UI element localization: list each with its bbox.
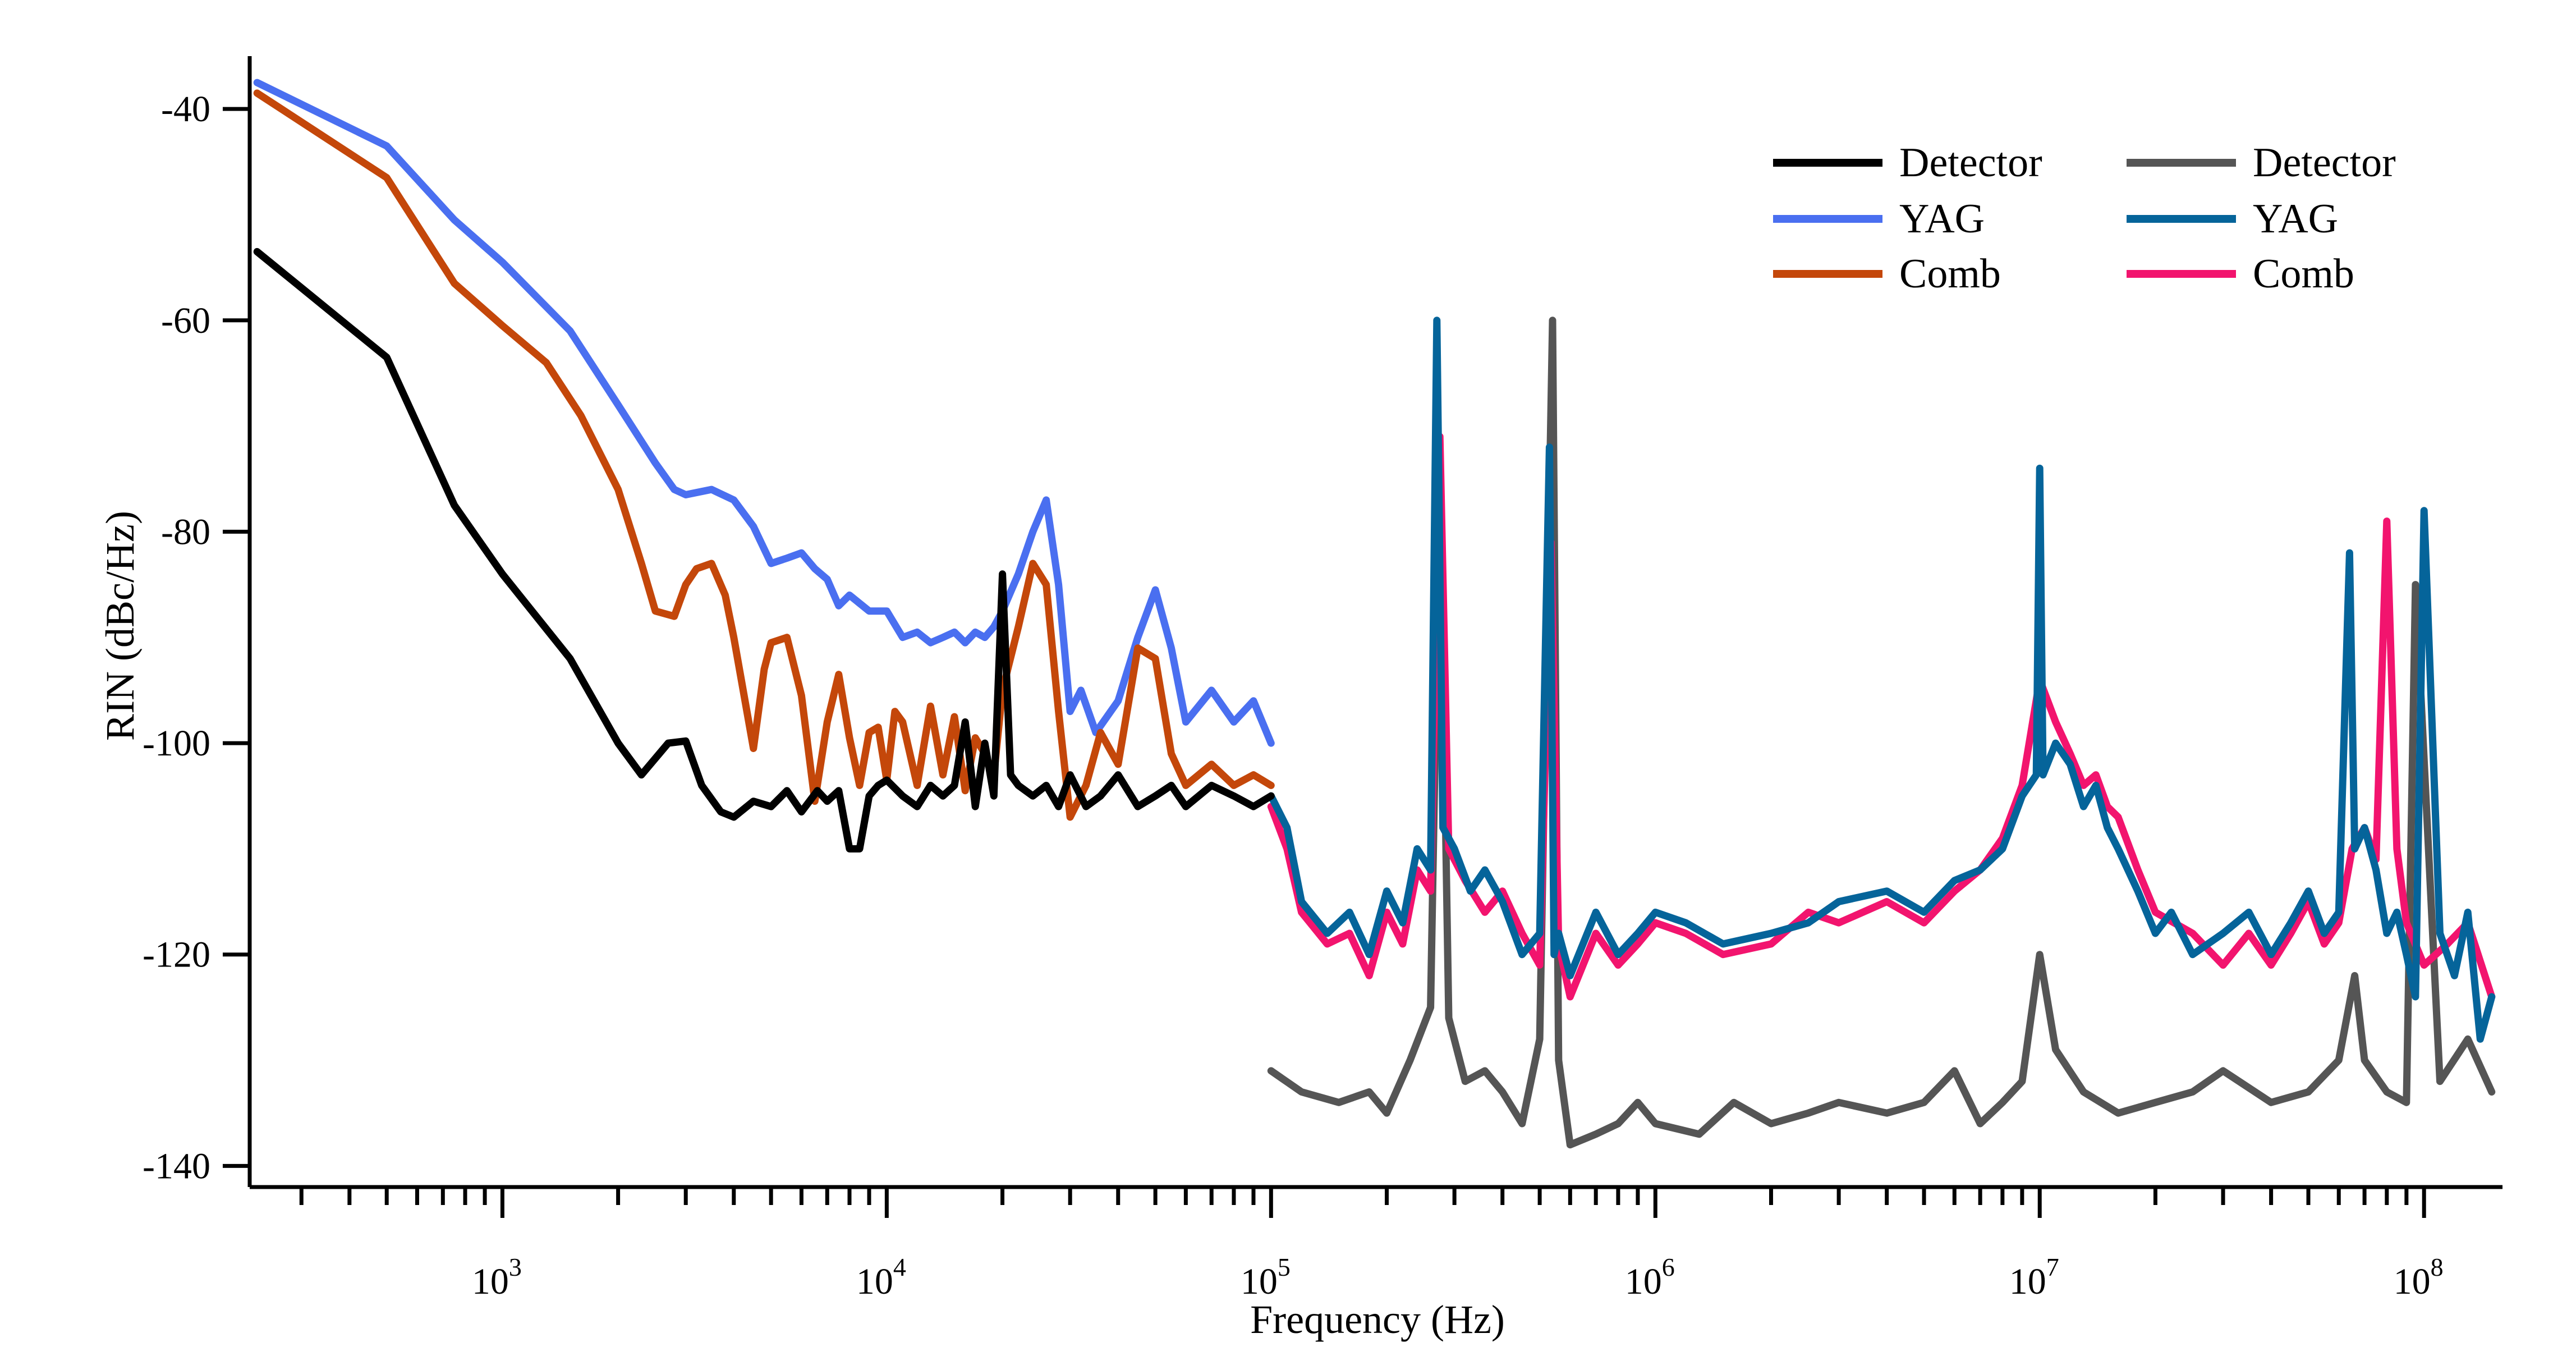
legend: Detector YAG Comb Detector YAG Comb	[1773, 140, 2396, 297]
y-tick-label: -80	[161, 511, 210, 552]
y-tick-label: -100	[143, 723, 210, 764]
series-line-detector-low	[253, 248, 1275, 853]
axes-layer: 103 104 105 106 107 108-40-60-80-100-120-140	[143, 56, 2502, 1302]
x-tick-base: 10	[2009, 1261, 2046, 1302]
x-tick-base: 10	[472, 1261, 509, 1302]
series-line-yag-high	[1267, 317, 2496, 1043]
legend-label: YAG	[1899, 196, 1985, 242]
x-tick-label: 106	[1625, 1253, 1675, 1302]
x-tick-label: 104	[856, 1253, 906, 1302]
legend-label: Comb	[2253, 251, 2354, 297]
legend-label: YAG	[2253, 196, 2338, 242]
x-tick-exponent: 8	[2431, 1253, 2444, 1281]
y-tick-label: -120	[143, 934, 210, 975]
x-tick-base: 10	[1625, 1261, 1662, 1302]
legend-label: Comb	[1899, 251, 2001, 297]
x-tick-exponent: 6	[1662, 1253, 1675, 1281]
legend-label: Detector	[2253, 140, 2396, 186]
x-tick-base: 10	[856, 1261, 893, 1302]
x-tick-exponent: 5	[1278, 1253, 1291, 1281]
x-tick-label: 108	[2394, 1253, 2444, 1302]
series-line-comb-high	[1267, 433, 2496, 1001]
legend-label: Detector	[1899, 140, 2042, 186]
x-tick-label: 107	[2009, 1253, 2059, 1302]
x-tick-exponent: 7	[2046, 1253, 2059, 1281]
x-tick-label: 103	[472, 1253, 522, 1302]
series-layer	[253, 79, 2496, 1149]
x-tick-exponent: 3	[509, 1253, 522, 1281]
series-line-detector-high	[1267, 317, 2496, 1149]
y-tick-label: -140	[143, 1146, 210, 1186]
x-axis-title: Frequency (Hz)	[1250, 1297, 1505, 1342]
x-tick-base: 10	[1241, 1261, 1278, 1302]
y-tick-label: -40	[161, 89, 210, 130]
series-line-comb-low	[253, 89, 1275, 821]
x-tick-label: 105	[1241, 1253, 1291, 1302]
y-axis-title: RIN (dBc/Hz)	[98, 511, 143, 741]
y-tick-label: -60	[161, 300, 210, 341]
x-tick-base: 10	[2394, 1261, 2431, 1302]
series-line-yag-low	[253, 79, 1275, 747]
x-tick-exponent: 4	[893, 1253, 906, 1281]
